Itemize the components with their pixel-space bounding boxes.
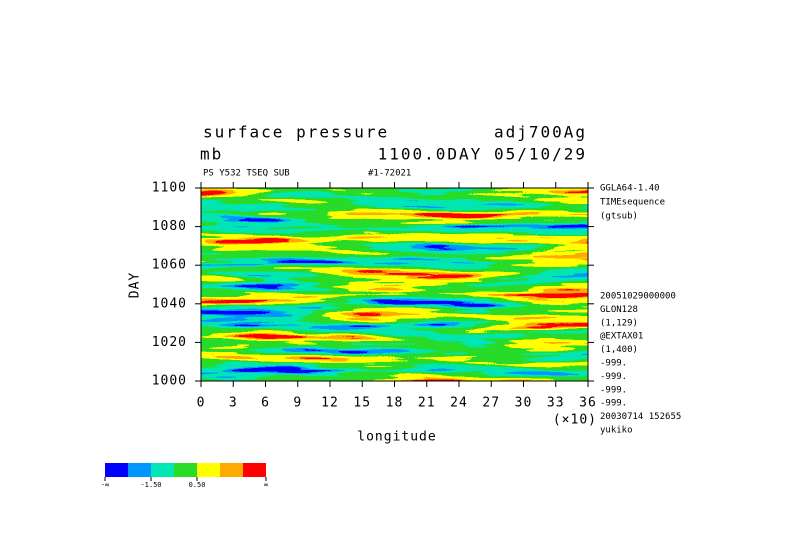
colorbar-label: -∞ xyxy=(101,481,109,489)
side-note: yukiko xyxy=(600,426,633,436)
side-note: 20030714 152655 xyxy=(600,412,681,422)
colorbar-label: -1.50 xyxy=(140,481,161,489)
side-note: -999. xyxy=(600,399,627,409)
colorbar-box xyxy=(105,463,128,477)
x-axis-label: longitude xyxy=(357,430,436,445)
x-tick-label: 36 xyxy=(579,396,597,411)
colorbar-label: ∞ xyxy=(264,481,268,489)
side-note: (1,400) xyxy=(600,345,638,355)
x-tick-label: 18 xyxy=(386,396,404,411)
side-note: TIMEsequence xyxy=(600,198,665,208)
colorbar-box xyxy=(197,463,220,477)
info-mid: #1-72021 xyxy=(368,169,411,179)
info-left: PS Y532 TSEQ SUB xyxy=(203,169,290,179)
side-note: -999. xyxy=(600,385,627,395)
colorbar-box xyxy=(220,463,243,477)
y-tick-label: 1060 xyxy=(152,258,187,273)
y-axis-label: DAY xyxy=(128,272,143,298)
side-note: (gtsub) xyxy=(600,212,638,222)
side-note: GGLA64-1.40 xyxy=(600,184,660,194)
x-tick-label: 24 xyxy=(450,396,468,411)
side-note: GLON128 xyxy=(600,305,638,315)
y-tick-label: 1020 xyxy=(152,335,187,350)
title-right: adj700Ag xyxy=(494,123,587,142)
units: mb xyxy=(200,145,223,164)
colorbar-box xyxy=(151,463,174,477)
x-tick-label: 15 xyxy=(353,396,371,411)
y-tick-label: 1040 xyxy=(152,296,187,311)
x-tick-label: 21 xyxy=(418,396,436,411)
y-tick-label: 1100 xyxy=(152,181,187,196)
x-tick-label: 30 xyxy=(515,396,533,411)
x-tick-label: 9 xyxy=(293,396,302,411)
x-tick-label: 6 xyxy=(261,396,270,411)
side-note: (1,129) xyxy=(600,318,638,328)
side-note: -999. xyxy=(600,372,627,382)
chart-title: surface pressure xyxy=(203,123,389,142)
heatmap-field xyxy=(201,188,588,381)
x-tick-label: 33 xyxy=(547,396,565,411)
x-tick-label: 27 xyxy=(482,396,500,411)
side-note: 20051029000000 xyxy=(600,292,676,302)
side-note: @EXTAX01 xyxy=(600,332,643,342)
subtitle-right: 1100.0DAY 05/10/29 xyxy=(378,145,587,164)
colorbar-box xyxy=(174,463,197,477)
colorbar-box xyxy=(128,463,151,477)
colorbar-label: 0.50 xyxy=(189,481,206,489)
y-tick-label: 1080 xyxy=(152,219,187,234)
side-note: -999. xyxy=(600,359,627,369)
x-multiplier: (×10) xyxy=(553,413,597,428)
x-tick-label: 0 xyxy=(197,396,206,411)
y-tick-label: 1000 xyxy=(152,374,187,389)
x-tick-label: 12 xyxy=(321,396,339,411)
x-tick-label: 3 xyxy=(229,396,238,411)
colorbar-box xyxy=(243,463,266,477)
